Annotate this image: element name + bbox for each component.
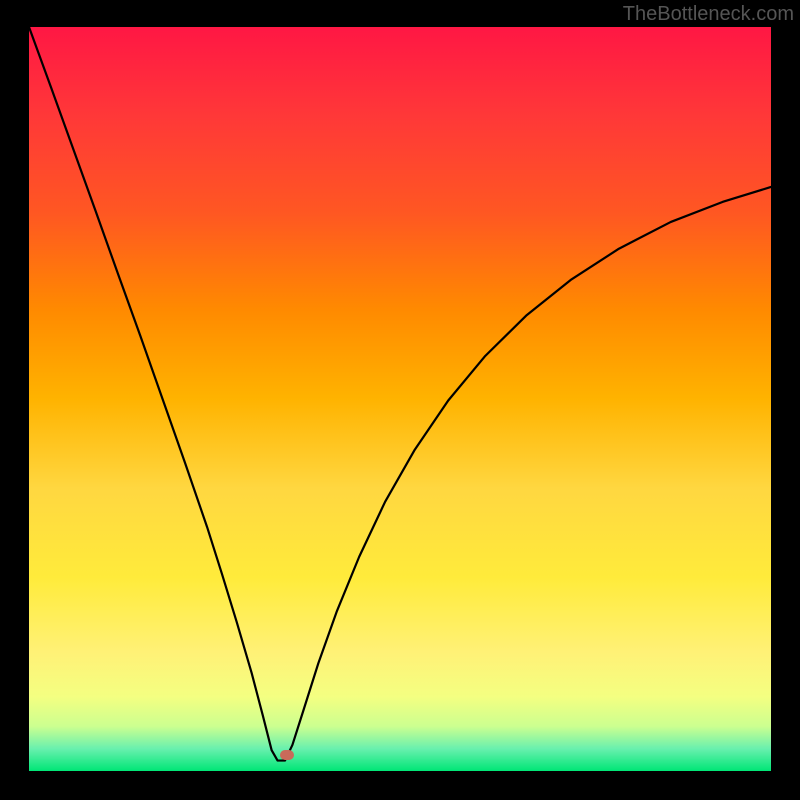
- bottleneck-curve: [0, 0, 800, 800]
- watermark-text: TheBottleneck.com: [623, 3, 794, 26]
- optimal-point-marker: [280, 750, 294, 760]
